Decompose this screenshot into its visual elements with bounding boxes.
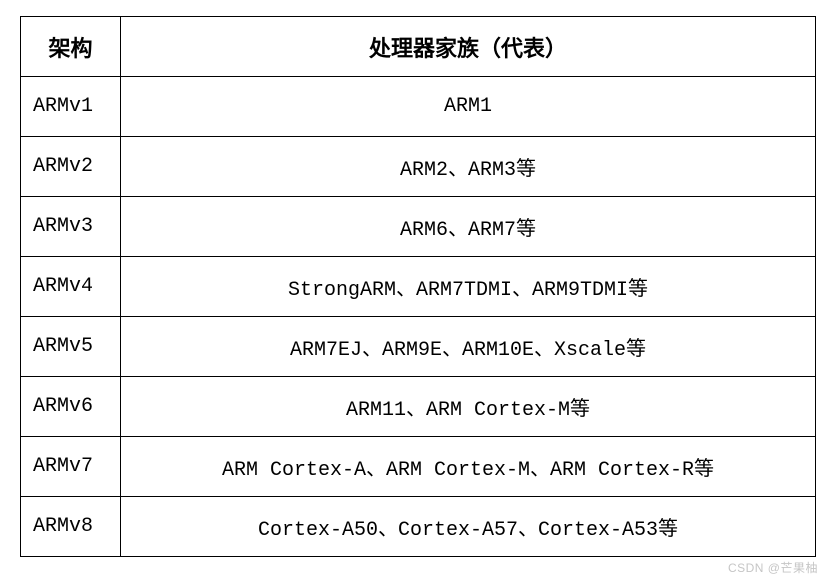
cell-family: ARM Cortex-A、ARM Cortex-M、ARM Cortex-R等 [120,437,815,497]
table-header: 架构 处理器家族（代表） [21,17,816,77]
watermark-text: CSDN @芒果柚 [728,559,818,576]
table-row: ARMv5 ARM7EJ、ARM9E、ARM10E、Xscale等 [21,317,816,377]
col-header-family: 处理器家族（代表） [120,17,815,77]
cell-family: ARM11、ARM Cortex-M等 [120,377,815,437]
cell-arch: ARMv5 [21,317,121,377]
table-row: ARMv7 ARM Cortex-A、ARM Cortex-M、ARM Cort… [21,437,816,497]
table-row: ARMv2 ARM2、ARM3等 [21,137,816,197]
table-row: ARMv3 ARM6、ARM7等 [21,197,816,257]
cell-family: ARM6、ARM7等 [120,197,815,257]
table-row: ARMv8 Cortex-A50、Cortex-A57、Cortex-A53等 [21,497,816,557]
cell-arch: ARMv1 [21,77,121,137]
table-body: ARMv1 ARM1 ARMv2 ARM2、ARM3等 ARMv3 ARM6、A… [21,77,816,557]
table-row: ARMv1 ARM1 [21,77,816,137]
cell-arch: ARMv3 [21,197,121,257]
cell-family: ARM2、ARM3等 [120,137,815,197]
cell-arch: ARMv6 [21,377,121,437]
arm-architecture-table: 架构 处理器家族（代表） ARMv1 ARM1 ARMv2 ARM2、ARM3等… [20,16,816,557]
table-row: ARMv6 ARM11、ARM Cortex-M等 [21,377,816,437]
cell-arch: ARMv4 [21,257,121,317]
cell-arch: ARMv2 [21,137,121,197]
table-header-row: 架构 处理器家族（代表） [21,17,816,77]
cell-family: Cortex-A50、Cortex-A57、Cortex-A53等 [120,497,815,557]
cell-family: StrongARM、ARM7TDMI、ARM9TDMI等 [120,257,815,317]
cell-family: ARM1 [120,77,815,137]
cell-family: ARM7EJ、ARM9E、ARM10E、Xscale等 [120,317,815,377]
table-row: ARMv4 StrongARM、ARM7TDMI、ARM9TDMI等 [21,257,816,317]
cell-arch: ARMv7 [21,437,121,497]
col-header-arch: 架构 [21,17,121,77]
cell-arch: ARMv8 [21,497,121,557]
